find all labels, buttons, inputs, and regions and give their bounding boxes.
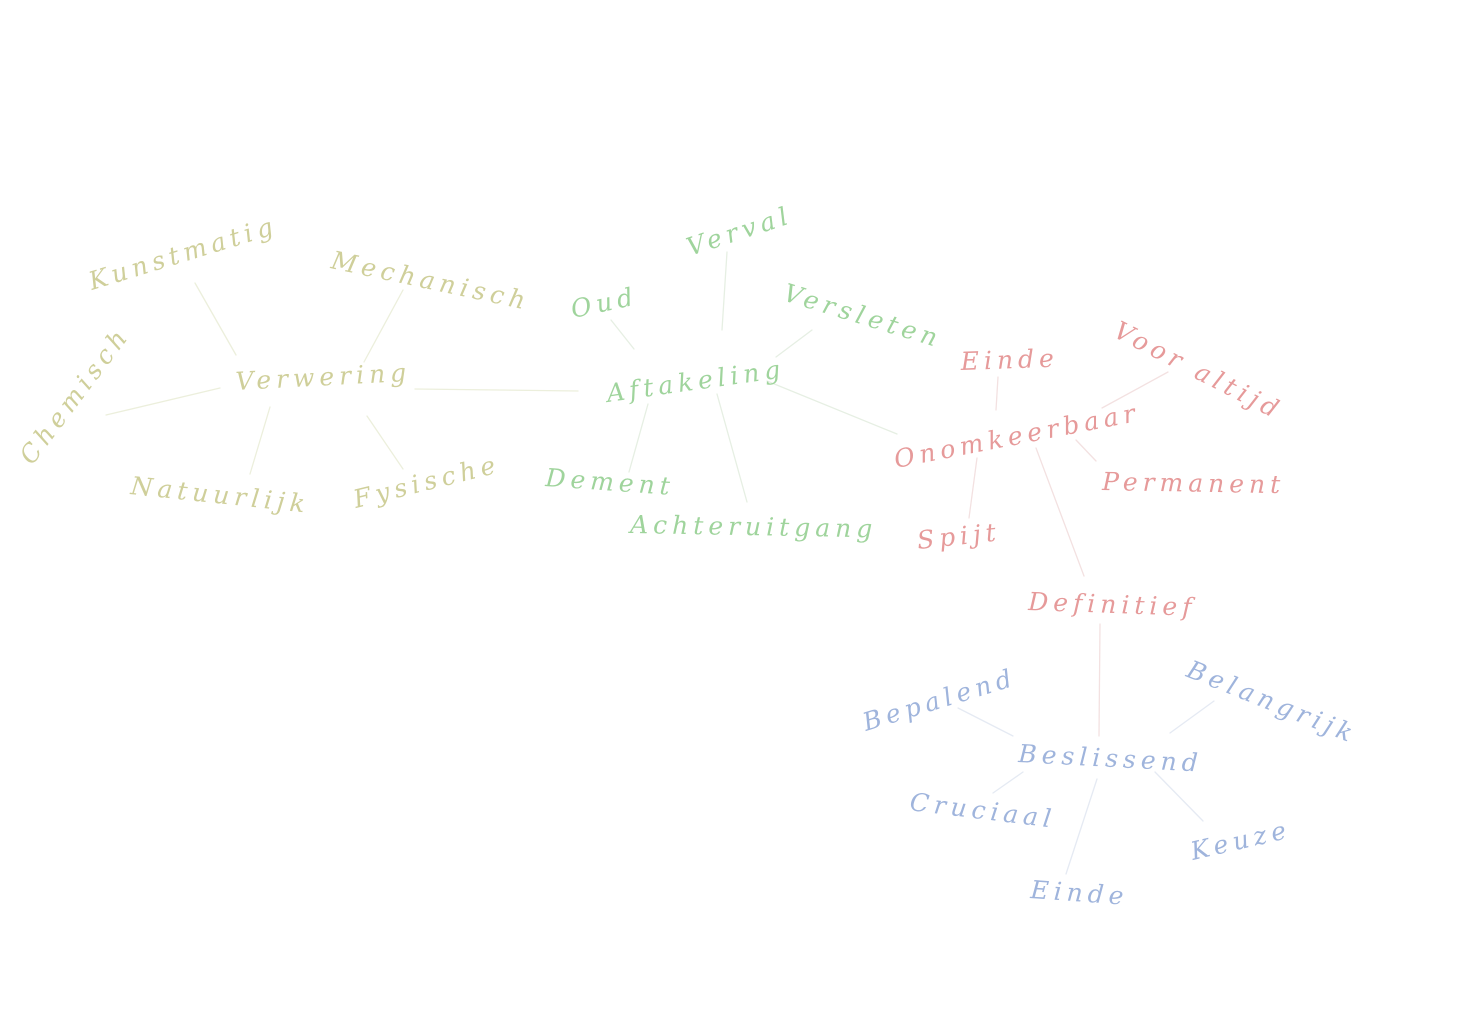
connector-beslissend-einde <box>1065 778 1098 875</box>
connector-aftakeling-verval <box>721 251 728 331</box>
word-versleten: Versleten <box>780 278 945 354</box>
word-fysische: Fysische <box>349 449 503 514</box>
connector-aftakeling-oud <box>610 319 635 350</box>
word-einde-1: Einde <box>959 344 1059 376</box>
connector-onomkeerbaar-permanent <box>1075 439 1097 462</box>
connector-verwering-kunstmatig <box>194 282 237 356</box>
connector-verwering-mechanisch <box>363 289 404 363</box>
word-cruciaal: Cruciaal <box>908 787 1057 834</box>
connector-verwering-natuurlijk <box>249 406 271 475</box>
node-verwering: Verwering <box>235 358 412 396</box>
connector-verwering-aftakeling <box>414 388 579 392</box>
connector-onomkeerbaar-spijt <box>968 457 978 519</box>
connector-beslissend-keuze <box>1154 771 1204 822</box>
connectors-beslissend <box>957 700 1215 875</box>
node-beslissend: Beslissend <box>1017 739 1204 778</box>
word-dement: Dement <box>544 463 676 501</box>
connector-aftakeling-dement <box>628 403 649 473</box>
cluster-beslissend: Beslissend Bepalend Belangrijk Cruciaal … <box>858 654 1361 911</box>
connector-beslissend-cruciaal <box>992 771 1024 794</box>
connectors-onomkeerbaar <box>968 371 1169 737</box>
word-oud: Oud <box>568 281 640 323</box>
word-belangrijk: Belangrijk <box>1182 654 1362 749</box>
word-natuurlijk: Natuurlijk <box>128 471 311 519</box>
node-onomkeerbaar: Onomkeerbaar <box>892 398 1143 474</box>
connector-beslissend-bepalend <box>957 707 1014 737</box>
connector-onomkeerbaar-definitief <box>1035 447 1085 577</box>
connectors-aftakeling <box>610 251 898 503</box>
connector-verwering-chemisch <box>105 387 221 416</box>
word-bepalend: Bepalend <box>858 663 1019 738</box>
word-verval: Verval <box>683 200 796 261</box>
connector-onomkeerbaar-einde <box>995 376 999 411</box>
word-mechanisch: Mechanisch <box>328 245 533 316</box>
connector-aftakeling-versleten <box>775 329 813 358</box>
word-keuze: Keuze <box>1187 815 1294 866</box>
word-kunstmatig: Kunstmatig <box>84 211 281 296</box>
word-achteruitgang: Achteruitgang <box>628 510 878 543</box>
connector-onomkeerbaar-voor-altijd <box>1101 371 1169 409</box>
word-definitief: Definitief <box>1027 587 1197 622</box>
connector-aftakeling-onomkeerbaar <box>766 380 898 435</box>
cluster-verwering: Verwering Kunstmatig Mechanisch Chemisch… <box>14 211 533 519</box>
cluster-onomkeerbaar: Onomkeerbaar Einde Voor altijd Permanent… <box>892 316 1288 622</box>
word-permanent: Permanent <box>1101 467 1286 499</box>
connector-beslissend-belangrijk <box>1169 700 1215 734</box>
node-aftakeling: Aftakeling <box>603 354 787 408</box>
word-einde-2: Einde <box>1029 875 1130 911</box>
connector-verwering-fysische <box>366 415 404 470</box>
connector-definitief-beslissend <box>1098 623 1101 737</box>
word-spijt: Spijt <box>916 517 1003 555</box>
word-chemisch: Chemisch <box>14 321 136 470</box>
connector-aftakeling-achteruitgang <box>716 393 748 503</box>
connectors-verwering <box>105 282 579 475</box>
